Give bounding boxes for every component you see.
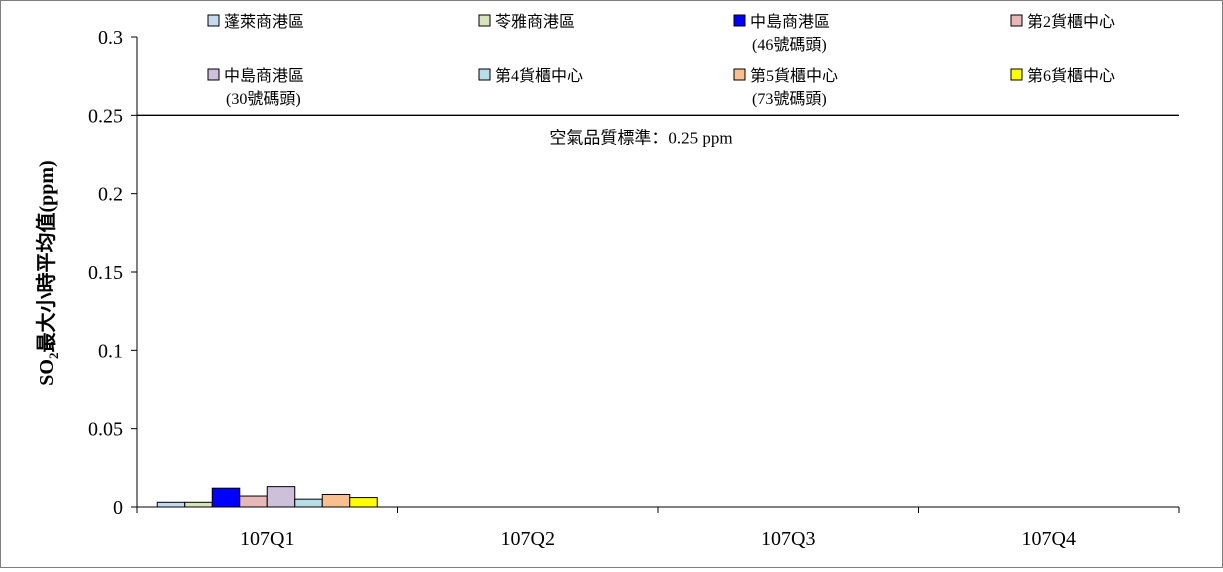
bar [156,501,186,508]
legend-label: 第5貨櫃中心 [750,67,838,85]
bar [184,501,213,508]
y-tick-label: 0 [113,497,123,519]
legend-swatch [733,68,746,81]
legend-swatch [1010,14,1023,27]
bar [321,493,351,508]
bar [294,498,323,508]
bar [239,495,268,508]
y-axis-label-rest: 最大小時平均值(ppm) [34,160,58,352]
x-tick-label: 107Q3 [761,528,815,550]
x-tick-label: 107Q2 [501,528,555,550]
legend-label: (73號碼頭) [752,90,827,108]
bar [349,497,378,508]
legend-label: (30號碼頭) [226,90,301,108]
legend-swatch [207,14,220,27]
legend-swatch [478,68,491,81]
legend-label: (46號碼頭) [752,36,827,54]
reference-line-group: 空氣品質標準：0.25 ppm [137,114,1179,147]
legend-label: 蓬萊商港區 [224,13,304,31]
y-tick-label: 0.25 [88,105,123,127]
bar [211,487,241,508]
plot-axes: 0 0.05 0.1 0.15 0.2 0.25 0.3 107Q1 107Q2 107Q3 107… [88,27,1180,550]
bar-series-group [156,486,378,508]
legend: 蓬萊商港區 苓雅商港區 中島商港區(46號碼頭)第2貨櫃中心中島商港區(30號碼頭)… [207,13,1115,108]
legend-swatch [1010,68,1023,81]
y-axis-label-subscript: 2 [46,353,61,360]
y-axis-label-prefix: SO [36,359,58,386]
legend-label: 第4貨櫃中心 [495,67,583,85]
legend-swatch [478,14,491,27]
legend-label: 第2貨櫃中心 [1027,13,1115,31]
y-tick-label: 0.15 [88,262,123,284]
y-axis-label: SO2最大小時平均值(ppm) [34,160,61,385]
y-tick-label: 0.1 [98,340,123,362]
legend-label: 苓雅商港區 [495,13,575,31]
legend-label: 第6貨櫃中心 [1027,67,1115,85]
legend-label: 中島商港區 [750,13,830,31]
bar [266,486,296,508]
legend-label: 中島商港區 [224,67,304,85]
y-tick-label: 0.05 [88,419,123,441]
x-tick-label: 107Q1 [240,528,294,550]
x-tick-label: 107Q4 [1022,528,1076,550]
reference-line-label: 空氣品質標準：0.25 ppm [549,128,732,147]
y-tick-label: 0.2 [98,184,123,206]
y-tick-label: 0.3 [98,27,123,49]
legend-swatch [733,14,746,27]
legend-swatch [207,68,220,81]
